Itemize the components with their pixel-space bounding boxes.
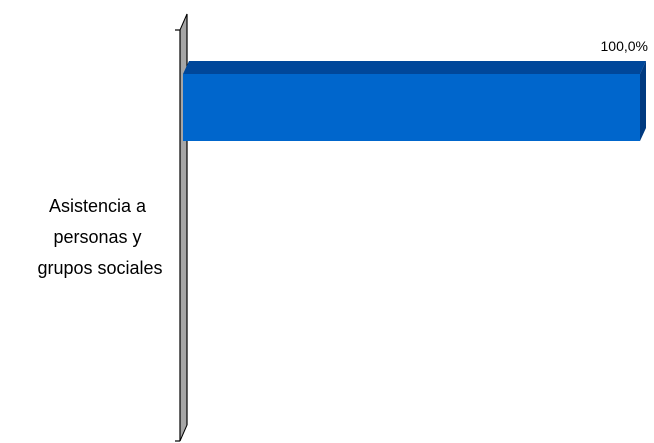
- category-label-line-1: Asistencia a: [49, 196, 147, 216]
- data-label: 100,0%: [601, 38, 648, 54]
- bars: [183, 61, 646, 141]
- category-label-line-3: grupos sociales: [37, 258, 162, 278]
- bar-top-face: [183, 61, 646, 74]
- bar: [183, 74, 640, 141]
- category-label: Asistencia a personas y grupos sociales: [37, 196, 162, 278]
- category-label-line-2: personas y: [53, 227, 141, 247]
- bar-side-face: [640, 61, 646, 141]
